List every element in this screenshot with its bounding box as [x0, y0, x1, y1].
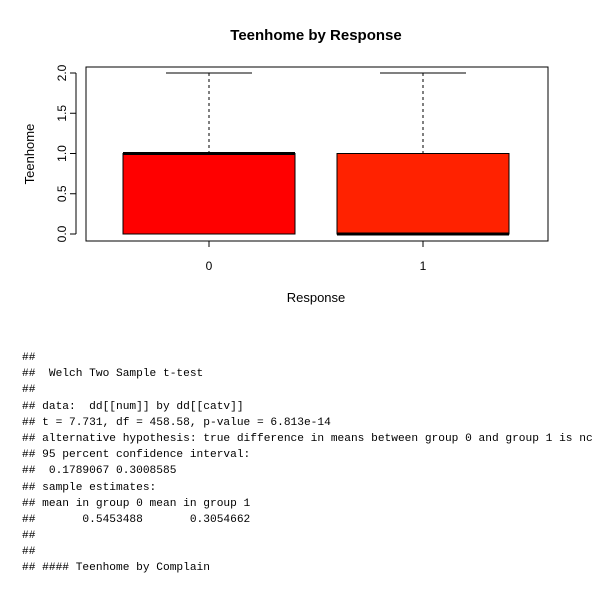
x-axis-label: Response [287, 290, 346, 305]
console-line: ## #### Teenhome by Complain [22, 562, 210, 575]
console-line: ## t = 7.731, df = 458.58, p-value = 6.8… [22, 416, 331, 429]
console-line: ## [22, 546, 36, 559]
console-line: ## 0.1789067 0.3008585 [22, 465, 177, 478]
y-axis: 0.0 0.5 1.0 1.5 2.0 [55, 64, 77, 242]
x-tick-label: 1 [420, 259, 427, 273]
console-line: ## mean in group 0 mean in group 1 [22, 497, 251, 510]
console-line: ## 95 percent confidence interval: [22, 449, 251, 462]
console-line: ## Welch Two Sample t-test [22, 368, 204, 381]
y-tick-label: 0.5 [55, 185, 69, 202]
console-line: ## 0.5453488 0.3054662 [22, 513, 251, 526]
box-group-1 [336, 72, 510, 236]
y-axis-label: Teenhome [22, 124, 37, 185]
console-line: ## alternative hypothesis: true differen… [22, 432, 593, 445]
console-line: ## sample estimates: [22, 481, 157, 494]
box-group-0 [122, 72, 296, 235]
box [336, 153, 510, 235]
console-line: ## data: dd[[num]] by dd[[catv]] [22, 400, 244, 413]
console-output: ## ## Welch Two Sample t-test ## ## data: d… [22, 350, 601, 577]
console-line: ## [22, 530, 36, 543]
chart-title: Teenhome by Response [230, 27, 401, 44]
boxes-layer [122, 72, 510, 236]
x-tick-label: 0 [206, 259, 213, 273]
y-tick-label: 1.0 [55, 145, 69, 162]
box [122, 153, 296, 235]
console-line: ## [22, 352, 36, 364]
y-tick-label: 2.0 [55, 64, 69, 81]
console-line: ## [22, 384, 36, 397]
y-tick-label: 0.0 [55, 225, 69, 242]
y-tick-label: 1.5 [55, 105, 69, 122]
